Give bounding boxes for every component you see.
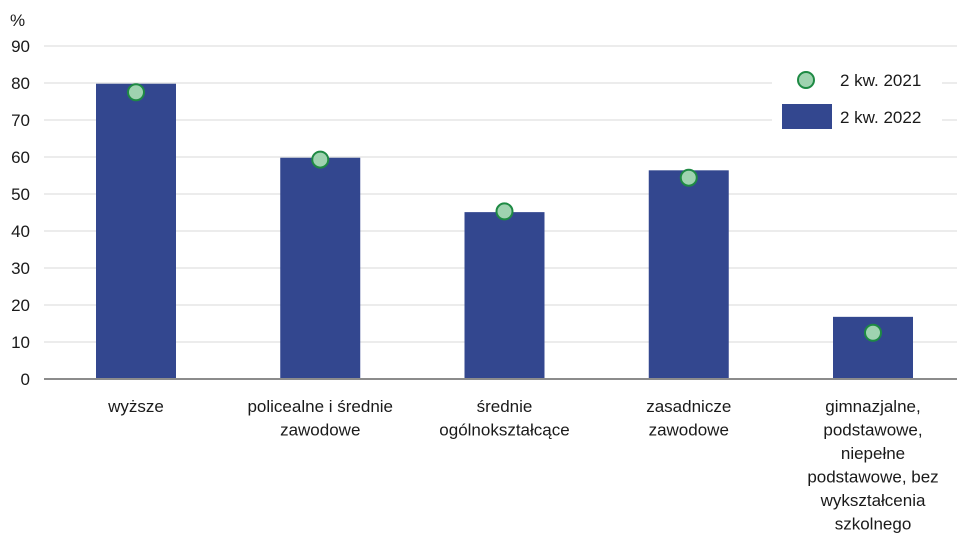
y-tick-label: 50 — [11, 185, 30, 204]
x-category-label-line: zawodowe — [649, 421, 729, 440]
marker-2021 — [864, 323, 882, 342]
bars-2022 — [96, 83, 913, 380]
x-category-label-line: wykształcenia — [820, 491, 926, 510]
marker-2021 — [495, 202, 514, 221]
legend-marker-2021 — [797, 71, 815, 89]
bar-2022 — [464, 212, 545, 379]
y-tick-label: 10 — [11, 333, 30, 352]
x-category-label-line: policealne i średnie — [247, 397, 393, 416]
x-category-label-line: średnie — [477, 397, 533, 416]
y-tick-label: 0 — [21, 370, 30, 389]
legend-label-2021: 2 kw. 2021 — [840, 71, 921, 90]
x-category-label-line: podstawowe, bez — [807, 468, 938, 487]
y-tick-label: 90 — [11, 37, 30, 56]
y-tick-label: 30 — [11, 259, 30, 278]
grid-lines — [44, 45, 957, 343]
bar-2022 — [280, 157, 361, 379]
legend: 2 kw. 2021 2 kw. 2022 — [772, 62, 942, 138]
y-tick-label: 40 — [11, 222, 30, 241]
x-category-label: zasadnicze zawodowe — [646, 397, 731, 440]
x-axis-category-labels: wyższe policealne i średnie zawodowe średni… — [107, 397, 939, 534]
x-category-label-line: niepełne — [841, 444, 905, 463]
y-tick-label: 70 — [11, 111, 30, 130]
x-category-label-line: podstawowe, — [823, 421, 922, 440]
marker-2021 — [127, 83, 145, 102]
x-category-label: średnie ogólnokształcące — [439, 397, 569, 440]
x-category-label-line: wyższe — [107, 397, 164, 416]
legend-bar-2022 — [782, 104, 832, 129]
x-category-label-line: szkolnego — [835, 515, 912, 534]
bar-2022 — [648, 170, 729, 379]
markers-2021 — [127, 83, 882, 342]
y-tick-label: 60 — [11, 148, 30, 167]
x-category-label: wyższe — [107, 397, 164, 416]
x-category-label-line: ogólnokształcące — [439, 421, 569, 440]
y-tick-label: 80 — [11, 74, 30, 93]
y-tick-label: 20 — [11, 296, 30, 315]
x-category-label-line: zawodowe — [280, 421, 360, 440]
x-category-label: gimnazjalne, podstawowe, niepełne podstawow… — [807, 397, 938, 534]
x-category-label: policealne i średnie zawodowe — [247, 397, 393, 440]
bar-2022 — [96, 83, 176, 380]
y-axis-unit-label: % — [10, 11, 25, 30]
y-axis-ticks: 0 10 20 30 40 50 60 70 80 90 — [11, 37, 30, 389]
x-category-label-line: gimnazjalne, — [825, 397, 920, 416]
marker-2021 — [679, 168, 698, 187]
marker-2021 — [311, 150, 330, 169]
legend-label-2022: 2 kw. 2022 — [840, 108, 921, 127]
x-category-label-line: zasadnicze — [646, 397, 731, 416]
